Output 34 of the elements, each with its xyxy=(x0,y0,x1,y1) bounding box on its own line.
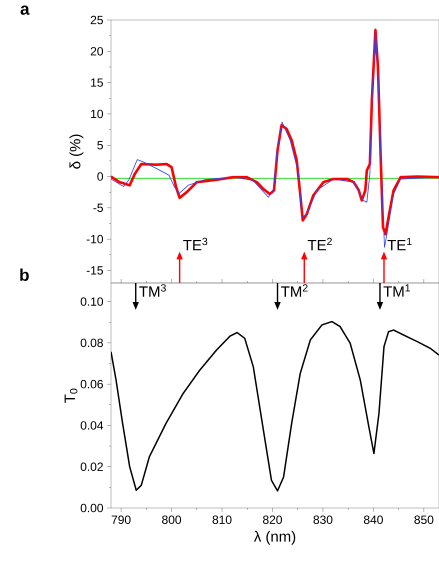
y-axis-title: δ (%) xyxy=(69,134,84,169)
x-tick-label: 790 xyxy=(112,516,131,524)
y-tick-label: 15 xyxy=(91,78,103,87)
y-tick-label: 25 xyxy=(90,16,103,24)
ref-line-label: TM$^{3}$ xyxy=(139,284,166,297)
ref-line-label: TE$^{3}$ xyxy=(183,238,208,250)
x-tick-label: 810 xyxy=(212,516,232,524)
y-tick-label: 0.00 xyxy=(80,504,104,512)
y-tick-label: 0.02 xyxy=(80,462,103,471)
x-tick-label: 800 xyxy=(162,516,182,524)
y-tick-label: -10 xyxy=(86,234,104,244)
ref-line-label: TE$^{2}$ xyxy=(308,238,332,250)
y-tick-label: 0 xyxy=(97,172,104,181)
x-tick-label: 830 xyxy=(313,516,332,524)
ref-line-label: TE$^{1}$ xyxy=(388,238,412,250)
y-tick-label: -15 xyxy=(86,266,103,275)
line-series xyxy=(111,320,439,492)
y-tick-label: 20 xyxy=(90,47,104,56)
y-tick-label: 10 xyxy=(91,110,104,118)
ref-line-label: TM$^{2}$ xyxy=(281,284,308,297)
y-tick-label: 0.06 xyxy=(80,380,103,388)
x-tick-label: 850 xyxy=(414,516,434,524)
y-tick-label: 0.04 xyxy=(80,421,104,430)
ref-line-label: TM$^{1}$ xyxy=(383,284,410,297)
x-axis-title: λ (nm) xyxy=(254,530,296,545)
y-tick-label: 0.10 xyxy=(80,297,104,306)
y-tick-label: -5 xyxy=(93,204,103,212)
y-axis-title: T$_{0}$ xyxy=(64,388,78,403)
x-tick-label: 820 xyxy=(263,516,282,524)
y-tick-label: 0.08 xyxy=(80,338,103,348)
chart-title: b xyxy=(20,268,29,281)
x-tick-label: 840 xyxy=(364,516,383,524)
chart-title: a xyxy=(20,6,30,15)
y-tick-label: 5 xyxy=(97,141,103,150)
